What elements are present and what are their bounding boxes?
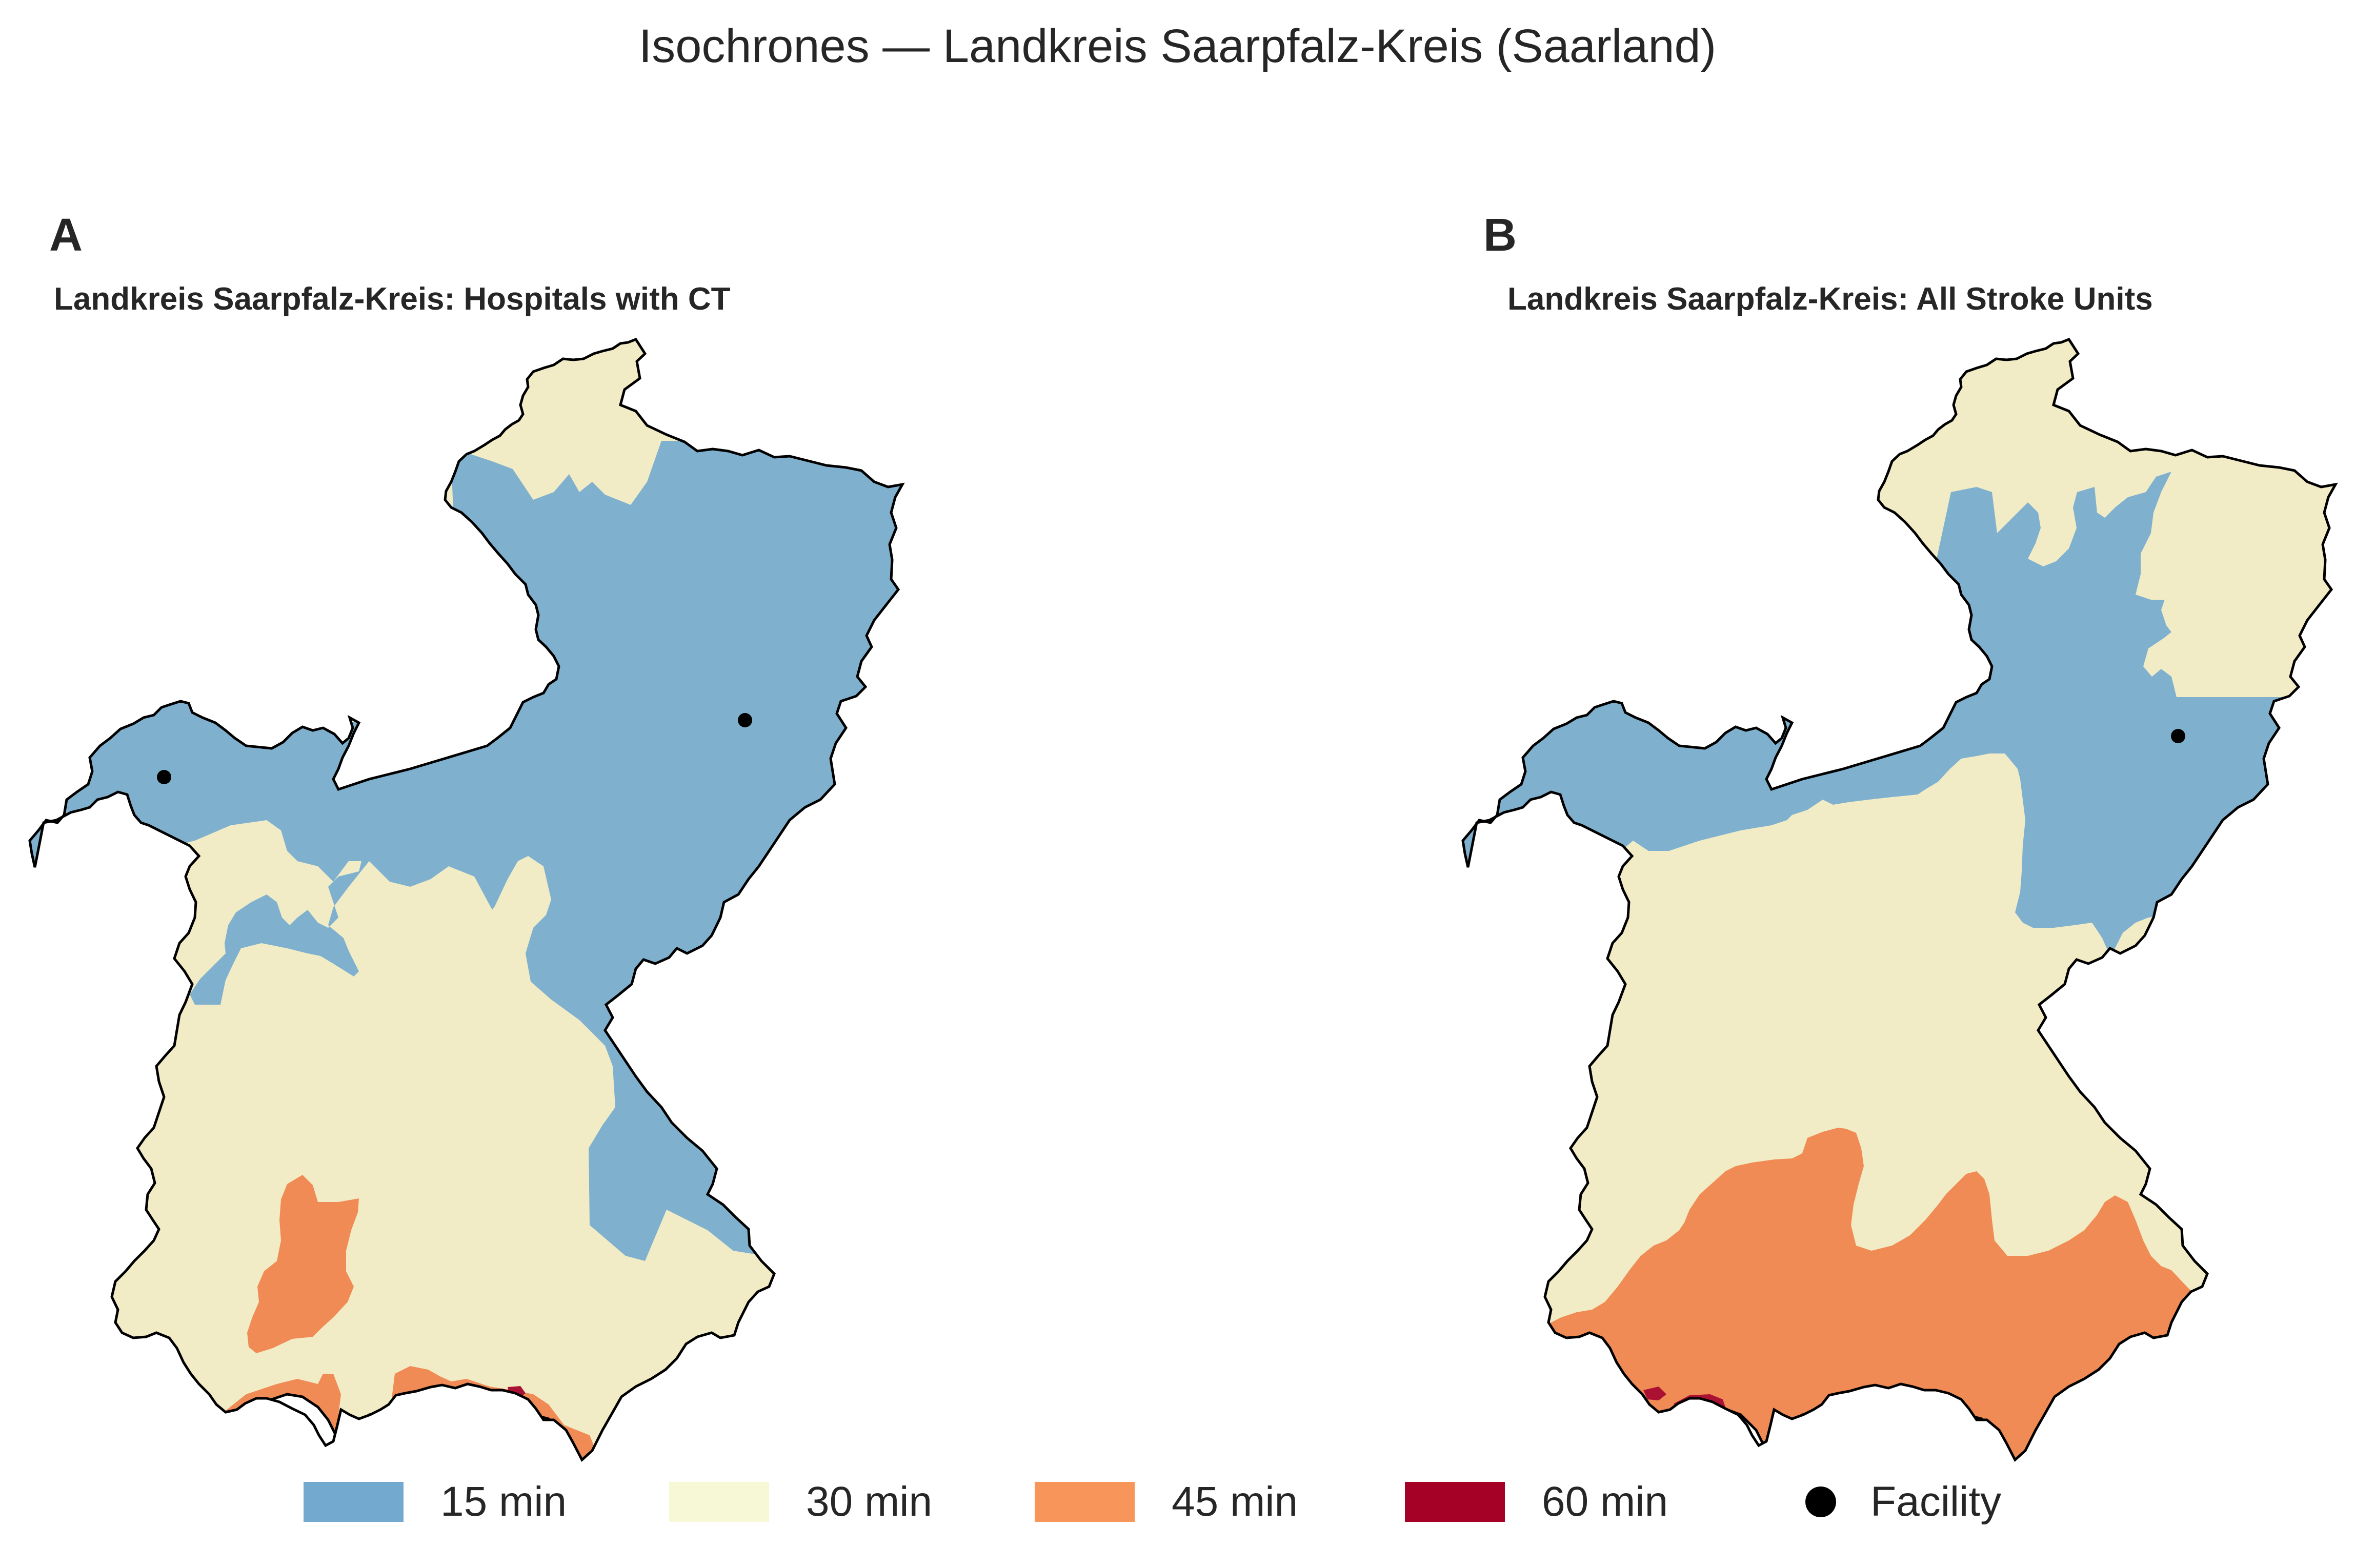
legend-marker-facility — [1805, 1486, 1836, 1517]
zone-60min-b-sw — [1643, 1387, 1666, 1400]
zone-60min-b-se — [2119, 1375, 2148, 1406]
legend-label-facility: Facility — [1870, 1478, 2002, 1525]
legend-item-facility: Facility — [1770, 1466, 2001, 1538]
facility-marker-b1 — [2171, 729, 2185, 743]
legend-swatch-15min — [304, 1482, 404, 1522]
panel-a-letter: A — [49, 210, 83, 261]
panel-a-map — [0, 308, 974, 1486]
legend-swatch-45min — [1035, 1482, 1135, 1522]
legend-item-15min: 15 min — [304, 1466, 567, 1538]
legend: 15 min 30 min 45 min 60 min Facility — [0, 1466, 2355, 1538]
facility-marker-a2 — [738, 713, 752, 727]
legend-item-60min: 60 min — [1405, 1466, 1668, 1538]
legend-label-45min: 45 min — [1172, 1478, 1298, 1525]
legend-swatch-60min — [1405, 1482, 1505, 1522]
zone-30min-b-ne-patch — [2161, 492, 2241, 643]
panel-b-letter: B — [1483, 210, 1517, 261]
panel-b-map — [1433, 308, 2355, 1486]
facility-marker-a1 — [157, 770, 171, 784]
legend-item-30min: 30 min — [669, 1466, 932, 1538]
zone-60min-b-s2 — [1905, 1411, 1923, 1425]
legend-label-15min: 15 min — [440, 1478, 567, 1525]
zone-45min-a-east — [708, 1340, 774, 1363]
panel-a-title: Landkreis Saarpfalz-Kreis: Hospitals wit… — [54, 281, 731, 317]
panel-b-title: Landkreis Saarpfalz-Kreis: All Stroke Un… — [1507, 281, 2153, 317]
legend-item-45min: 45 min — [1035, 1466, 1298, 1538]
legend-label-30min: 30 min — [806, 1478, 933, 1525]
zone-45min-a-island — [247, 1175, 359, 1353]
legend-swatch-30min — [669, 1482, 769, 1522]
figure-title: Isochrones — Landkreis Saarpfalz-Kreis (… — [638, 20, 1717, 72]
legend-label-60min: 60 min — [1542, 1478, 1668, 1525]
